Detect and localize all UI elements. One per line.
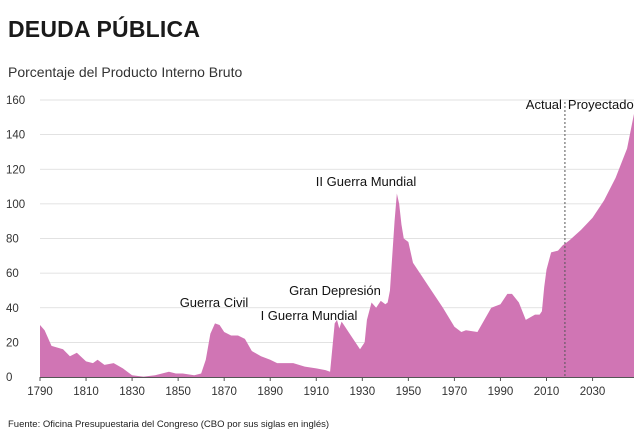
x-tick-label: 1830 xyxy=(119,386,145,398)
annotation-label: I Guerra Mundial xyxy=(261,308,358,323)
y-tick-label: 20 xyxy=(6,337,19,349)
actual-label: Actual xyxy=(526,97,562,112)
y-tick-label: 140 xyxy=(6,130,25,142)
x-axis-ticks: 1790 1810 1830 1850 1870 1890 1910 1930 1950 1970… xyxy=(27,377,605,398)
projection-divider: Actual Proyectado xyxy=(526,97,634,377)
annotation-label: II Guerra Mundial xyxy=(316,174,417,189)
y-tick-label: 80 xyxy=(6,234,19,246)
x-tick-label: 2010 xyxy=(534,386,560,398)
x-tick-label: 1930 xyxy=(350,386,376,398)
projected-label: Proyectado xyxy=(568,97,634,112)
x-tick-label: 1970 xyxy=(442,386,468,398)
y-tick-label: 40 xyxy=(6,303,19,315)
x-tick-label: 2030 xyxy=(580,386,606,398)
y-tick-label: 60 xyxy=(6,268,19,280)
y-axis-ticks: 0 20 40 60 80 100 120 140 160 xyxy=(6,95,25,384)
x-tick-label: 1990 xyxy=(488,386,514,398)
chart-subtitle: Porcentaje del Producto Interno Bruto xyxy=(8,64,243,80)
x-tick-label: 1950 xyxy=(396,386,422,398)
y-tick-label: 0 xyxy=(6,372,12,384)
area-series xyxy=(40,113,634,377)
source-footnote: Fuente: Oficina Presupuestaria del Congr… xyxy=(8,419,330,430)
x-tick-label: 1870 xyxy=(211,386,237,398)
y-tick-label: 160 xyxy=(6,95,25,107)
x-tick-label: 1790 xyxy=(27,386,53,398)
x-tick-label: 1910 xyxy=(303,386,329,398)
x-tick-label: 1810 xyxy=(73,386,99,398)
annotation-label: Gran Depresión xyxy=(289,283,381,298)
y-tick-label: 120 xyxy=(6,164,25,176)
x-tick-label: 1890 xyxy=(257,386,283,398)
y-tick-label: 100 xyxy=(6,199,25,211)
annotations: Guerra Civil I Guerra Mundial Gran Depresi… xyxy=(180,174,417,323)
debt-area xyxy=(40,113,634,377)
annotation-label: Guerra Civil xyxy=(180,295,249,310)
chart-title: DEUDA PÚBLICA xyxy=(8,16,201,42)
x-tick-label: 1850 xyxy=(165,386,191,398)
